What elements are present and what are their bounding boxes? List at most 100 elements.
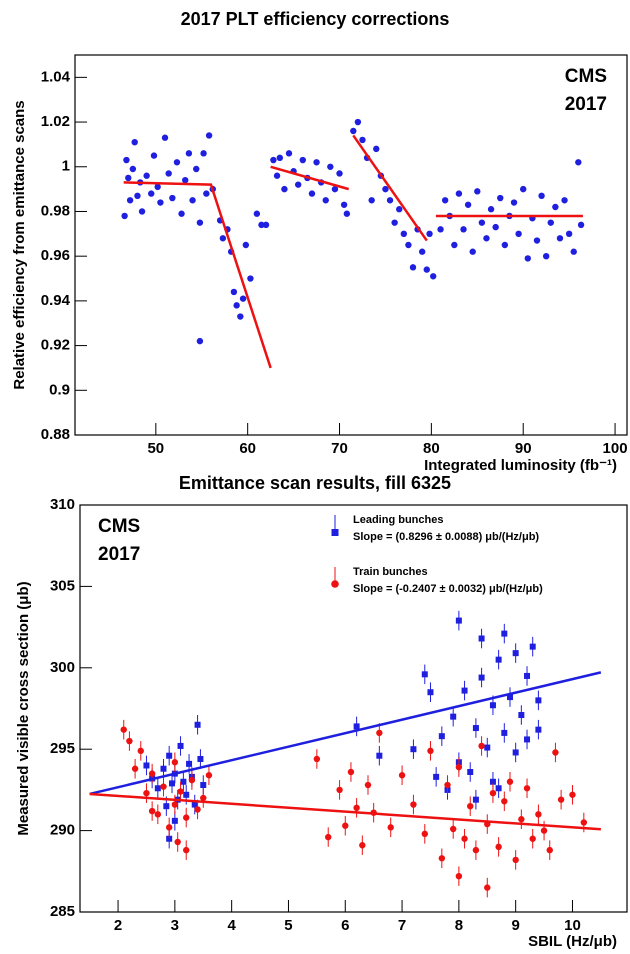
point [193,165,200,173]
point [336,786,343,794]
point [178,210,185,217]
point [546,846,553,854]
point [143,789,150,797]
point [467,802,474,810]
point [580,819,588,826]
y-axis-label: Relative efficiency from emittance scans [11,100,28,389]
point [237,313,244,320]
point [501,798,508,805]
point [510,199,518,206]
point [484,744,491,751]
point [359,136,366,144]
annotation: CMS [98,516,140,537]
point [196,219,204,226]
point [343,210,351,217]
point [154,785,161,792]
point [506,778,514,785]
point [285,150,293,157]
y-tick-label: 305 [50,577,75,594]
point [455,190,463,197]
point [183,846,190,854]
point [134,192,141,200]
point [165,824,173,831]
point [247,275,254,282]
point [484,884,491,891]
point [410,801,417,808]
point [387,824,394,831]
point [409,264,417,271]
point [154,183,161,191]
point [219,235,227,242]
point [433,773,440,780]
point [189,197,196,204]
point [461,687,468,694]
y-tick-label: 310 [50,496,75,513]
y-tick-label: 1.04 [41,68,71,85]
legend-marker [331,580,339,588]
point [430,273,437,280]
point [565,230,573,238]
x-tick-label: 8 [455,917,463,934]
point [524,672,531,679]
point [368,197,375,204]
point [200,794,207,802]
point [524,736,531,743]
point [418,248,426,255]
point [262,221,270,229]
point [437,226,444,233]
point [242,241,250,249]
legend-fit-label: Slope = (0.8296 ± 0.0088) μb/(Hz/μb) [353,531,539,543]
point [258,221,265,229]
point [340,201,348,208]
legend-marker [331,529,339,536]
point [398,772,406,779]
point [472,846,480,854]
x-tick-label: 70 [331,440,348,457]
point [495,843,502,851]
point [160,783,167,790]
point [185,150,193,157]
point [495,656,502,663]
point [294,181,302,188]
point [161,134,169,141]
y-tick-label: 0.98 [41,202,70,219]
point [469,248,476,255]
fit-line [89,792,601,831]
point [472,796,479,803]
point [472,725,479,732]
point [391,219,398,226]
plot-frame [74,54,628,436]
point [350,127,357,135]
point [376,729,383,737]
y-tick-label: 1 [62,158,70,175]
point [191,801,198,808]
point [177,742,184,749]
point [165,170,172,177]
point [533,237,541,244]
point [483,235,490,242]
point [342,822,349,829]
point [131,765,139,772]
point [540,827,548,834]
point [518,712,525,719]
y-tick-label: 295 [50,740,75,757]
x-tick-label: 5 [284,917,292,934]
point [313,755,321,763]
annotation: CMS [565,66,607,87]
point [281,185,288,193]
point [157,199,164,206]
point [126,737,133,745]
point [400,230,408,238]
point [501,630,508,637]
point [426,230,433,238]
point [148,807,156,815]
chart-title: Emittance scan results, fill 6325 [179,473,451,493]
point [535,726,542,733]
point [233,302,240,309]
legend-label: Leading bunches [353,514,443,526]
x-tick-label: 3 [171,917,179,934]
point [474,188,481,195]
point [173,159,181,166]
point [515,230,522,238]
point [150,152,158,159]
